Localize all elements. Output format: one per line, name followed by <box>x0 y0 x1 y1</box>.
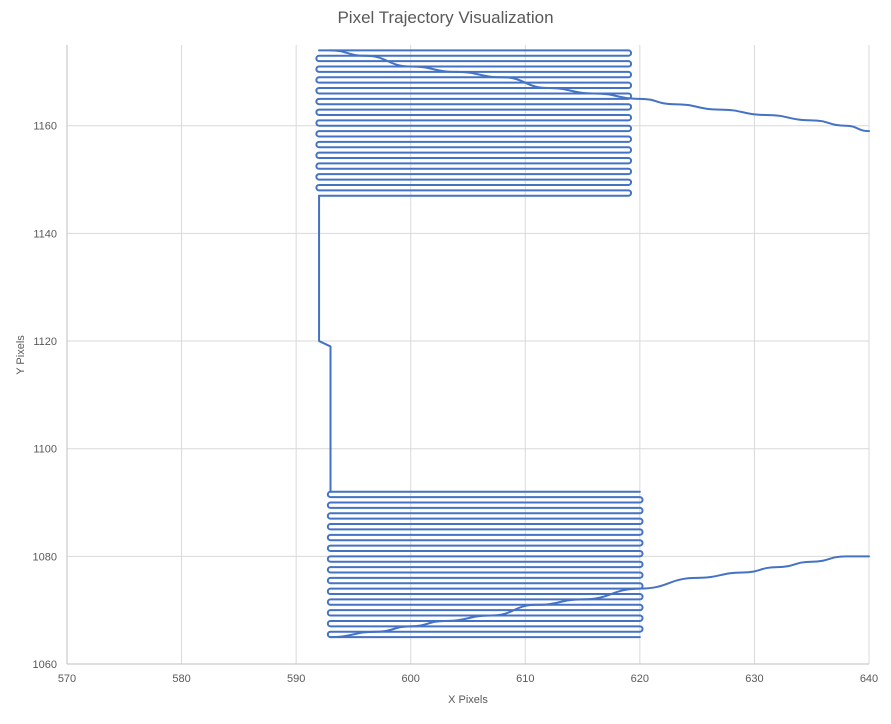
gridlines <box>67 45 870 664</box>
chart-title: Pixel Trajectory Visualization <box>337 8 554 27</box>
x-tick-label-620: 620 <box>631 673 649 685</box>
trajectory-segment-1 <box>326 490 644 639</box>
y-axis-label: Y Pixels <box>15 335 27 375</box>
y-tick-label-1140: 1140 <box>33 228 57 240</box>
y-tick-label-1060: 1060 <box>33 659 57 671</box>
trajectory-series <box>315 49 870 639</box>
axes <box>66 45 869 665</box>
y-tick-label-1160: 1160 <box>33 121 57 133</box>
y-tick-label-1080: 1080 <box>33 551 57 563</box>
x-axis-label: X Pixels <box>448 694 488 706</box>
x-tick-label-590: 590 <box>287 673 305 685</box>
x-tick-label-600: 600 <box>402 673 420 685</box>
trajectory-segment-4 <box>329 555 870 639</box>
trajectory-segment-2 <box>318 194 332 493</box>
x-tick-label-580: 580 <box>172 673 190 685</box>
x-tick-label-570: 570 <box>58 673 76 685</box>
x-tick-label-630: 630 <box>745 673 763 685</box>
trajectory-segment-5 <box>329 49 870 133</box>
trajectory-segment-3 <box>315 49 633 197</box>
tick-labels: 570 580 590 600 610 620 630 640 1060 1080 1100 1120… <box>33 121 879 685</box>
x-tick-label-610: 610 <box>516 673 534 685</box>
y-tick-label-1100: 1100 <box>33 444 57 456</box>
y-tick-label-1120: 1120 <box>33 336 57 348</box>
x-tick-label-640: 640 <box>860 673 878 685</box>
